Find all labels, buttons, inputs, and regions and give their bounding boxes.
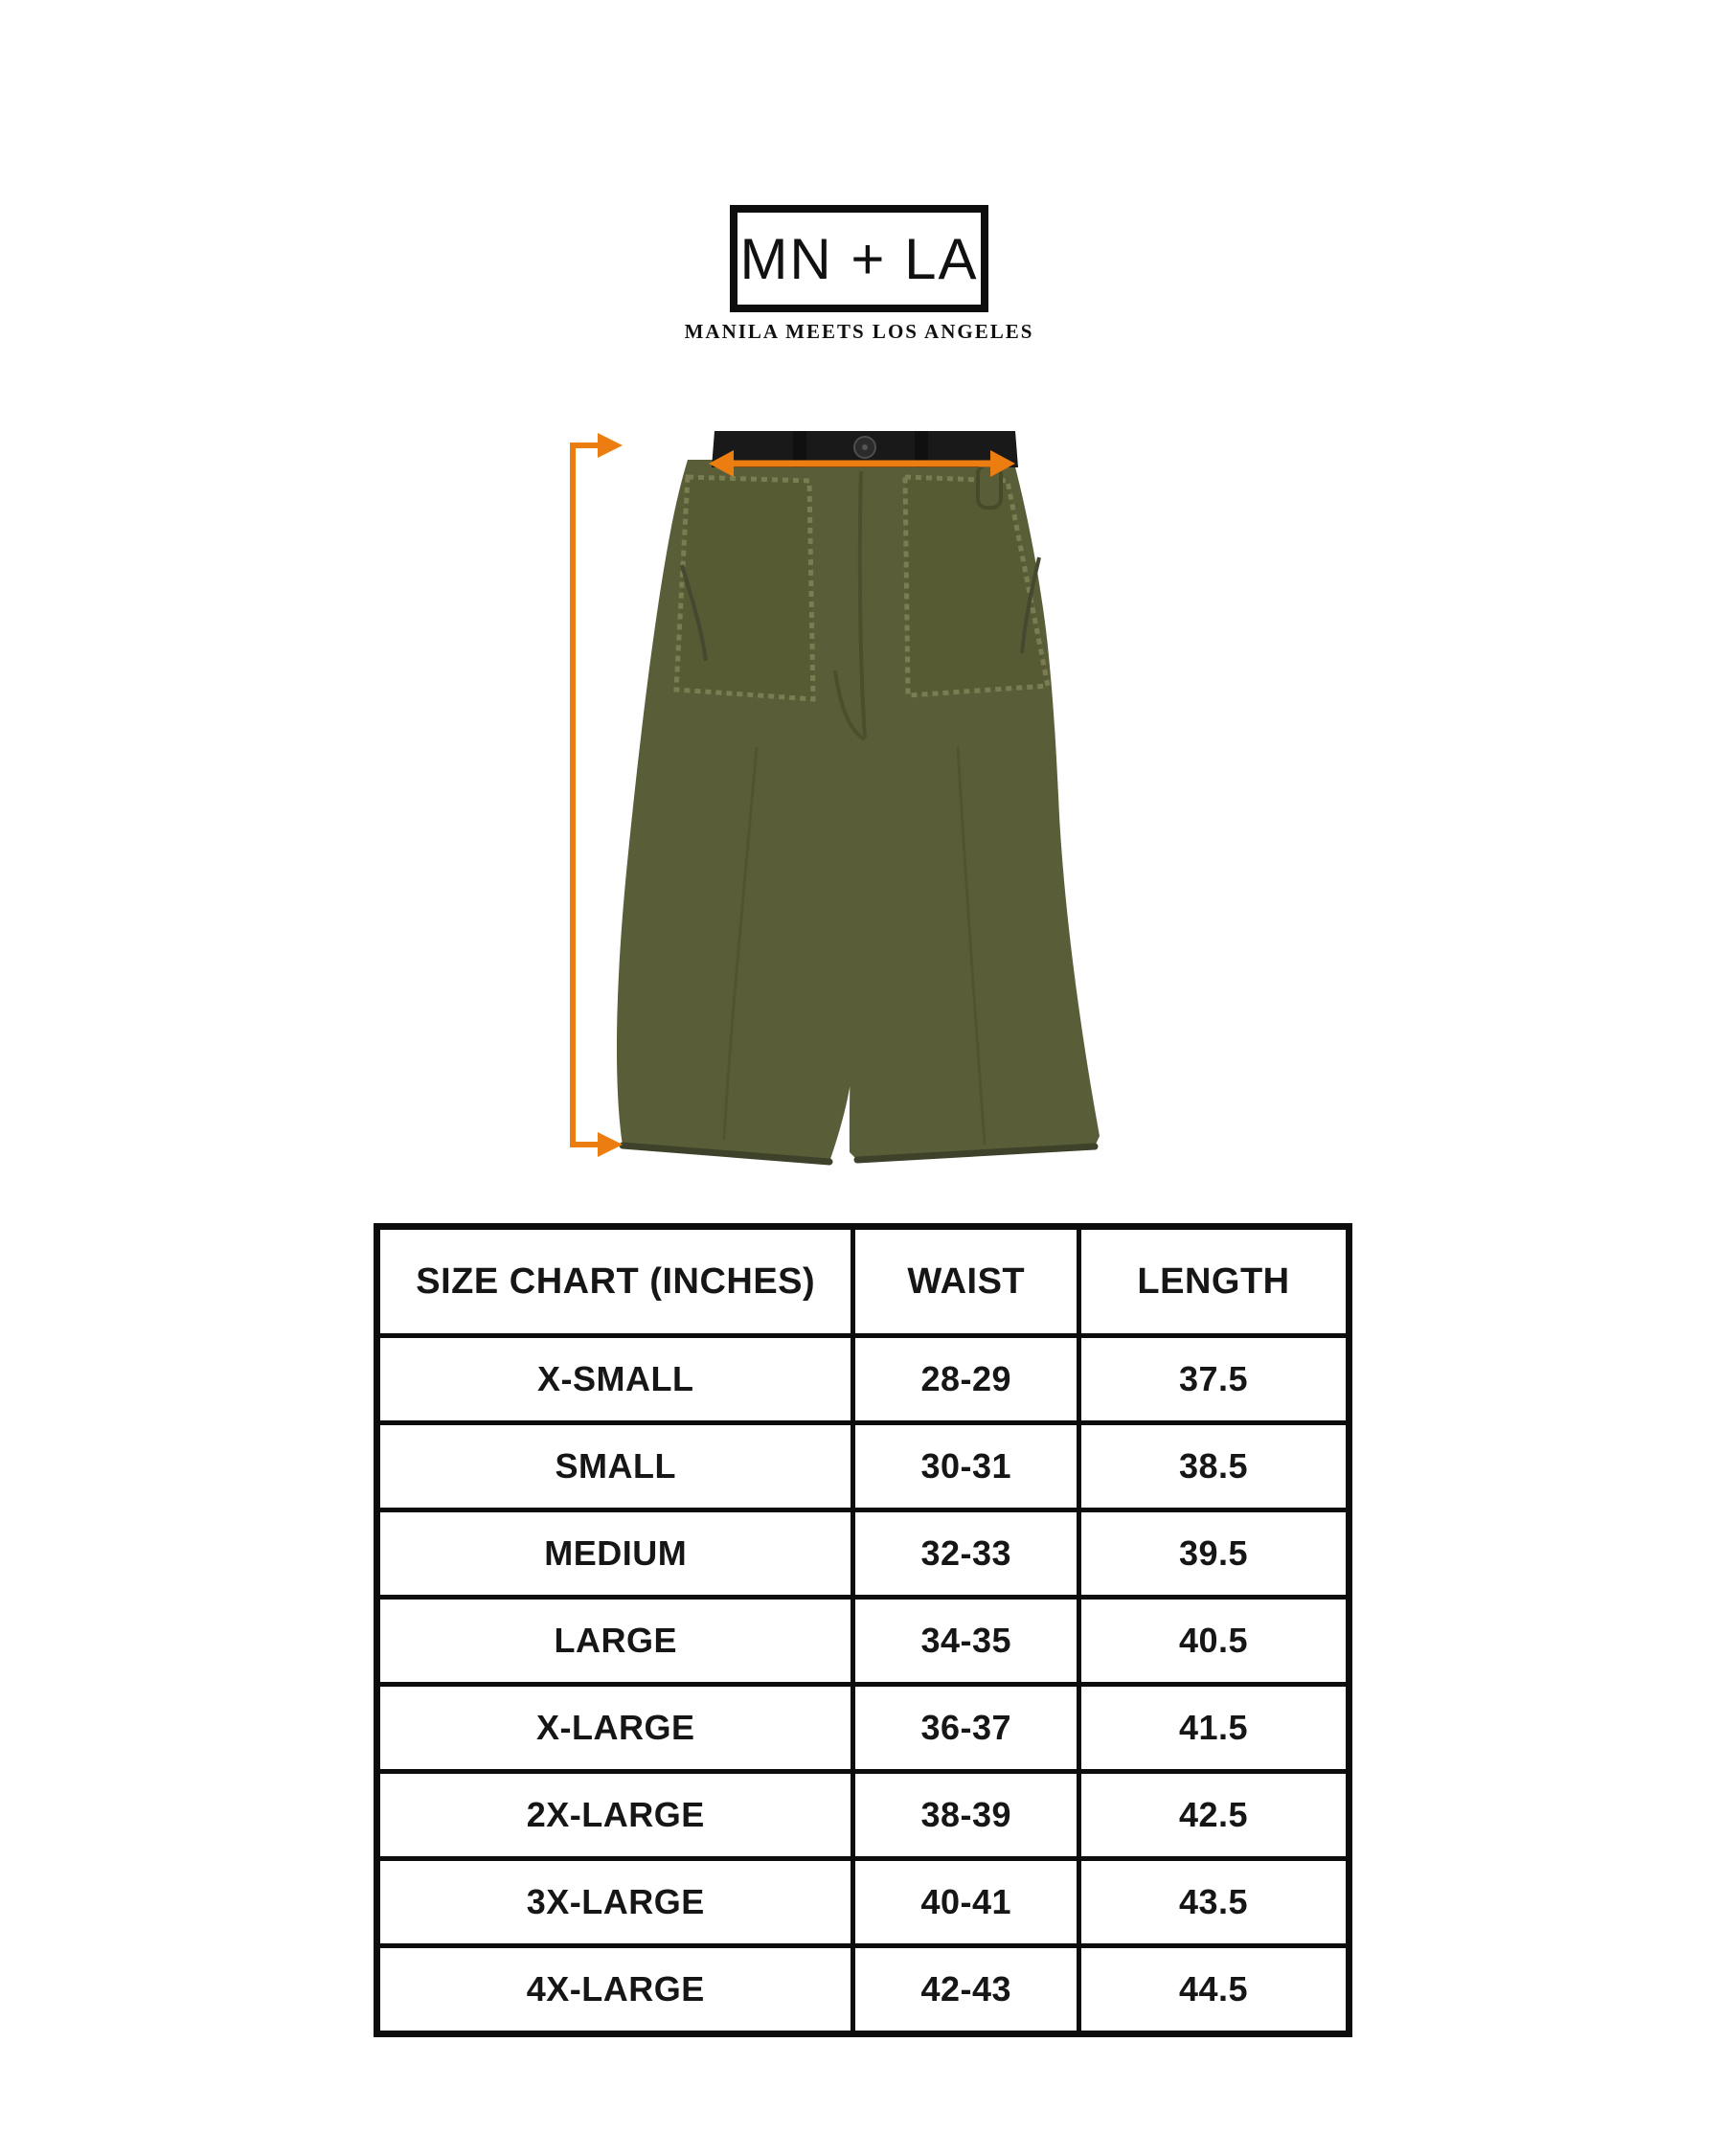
size-cell: X-SMALL bbox=[374, 1333, 856, 1425]
waist-cell: 32-33 bbox=[851, 1508, 1082, 1600]
waist-cell: 42-43 bbox=[851, 1943, 1082, 2036]
table-header-row: SIZE CHART (INCHES) WAIST LENGTH bbox=[374, 1224, 1351, 1338]
length-cell: 44.5 bbox=[1077, 1943, 1351, 2036]
size-cell: LARGE bbox=[374, 1595, 856, 1687]
right-side-pocket-seam bbox=[1020, 556, 1041, 654]
table-row: 3X-LARGE 40-41 43.5 bbox=[374, 1856, 1351, 1948]
brand-logo-box: MN + LA bbox=[730, 205, 988, 312]
header-waist: WAIST bbox=[851, 1224, 1082, 1338]
left-side-pocket-seam bbox=[680, 564, 708, 662]
size-cell: SMALL bbox=[374, 1420, 856, 1512]
size-cell: 4X-LARGE bbox=[374, 1943, 856, 2036]
table-row: MEDIUM 32-33 39.5 bbox=[374, 1508, 1351, 1600]
table-row: 4X-LARGE 42-43 44.5 bbox=[374, 1943, 1351, 2036]
length-cell: 42.5 bbox=[1077, 1769, 1351, 1861]
length-cell: 40.5 bbox=[1077, 1595, 1351, 1687]
pants-shading bbox=[619, 1142, 1099, 1166]
belt-loop-center bbox=[915, 431, 928, 467]
brand-logo-text: MN + LA bbox=[739, 226, 979, 291]
size-chart-table: SIZE CHART (INCHES) WAIST LENGTH X-SMALL… bbox=[374, 1223, 1352, 2037]
size-cell: 3X-LARGE bbox=[374, 1856, 856, 1948]
waist-cell: 38-39 bbox=[851, 1769, 1082, 1861]
size-cell: X-LARGE bbox=[374, 1682, 856, 1774]
header-size-chart: SIZE CHART (INCHES) bbox=[374, 1224, 856, 1338]
table-row: LARGE 34-35 40.5 bbox=[374, 1595, 1351, 1687]
length-cell: 41.5 bbox=[1077, 1682, 1351, 1774]
table-row: X-SMALL 28-29 37.5 bbox=[374, 1333, 1351, 1425]
belt-loop-left bbox=[793, 431, 806, 467]
length-cell: 39.5 bbox=[1077, 1508, 1351, 1600]
waist-cell: 28-29 bbox=[851, 1333, 1082, 1425]
table-row: 2X-LARGE 38-39 42.5 bbox=[374, 1769, 1351, 1861]
waist-button-center bbox=[862, 444, 868, 450]
size-cell: 2X-LARGE bbox=[374, 1769, 856, 1861]
waist-cell: 34-35 bbox=[851, 1595, 1082, 1687]
left-patch-pocket bbox=[673, 474, 816, 702]
waist-cell: 36-37 bbox=[851, 1682, 1082, 1774]
leg-seams bbox=[722, 746, 987, 1146]
waist-cell: 30-31 bbox=[851, 1420, 1082, 1512]
pants-image bbox=[570, 431, 1100, 1166]
table-row: X-LARGE 36-37 41.5 bbox=[374, 1682, 1351, 1774]
right-patch-pocket bbox=[902, 474, 1051, 698]
length-measure-arrow bbox=[570, 433, 623, 1157]
table-row: SMALL 30-31 38.5 bbox=[374, 1420, 1351, 1512]
length-cell: 43.5 bbox=[1077, 1856, 1351, 1948]
size-cell: MEDIUM bbox=[374, 1508, 856, 1600]
size-table-body: X-SMALL 28-29 37.5 SMALL 30-31 38.5 MEDIUM 32-3… bbox=[374, 1333, 1351, 2036]
brand-tagline: MANILA MEETS LOS ANGELES bbox=[684, 320, 1034, 343]
product-figure bbox=[517, 412, 1149, 1188]
header-length: LENGTH bbox=[1077, 1224, 1351, 1338]
waist-cell: 40-41 bbox=[851, 1856, 1082, 1948]
fly-seam bbox=[833, 470, 867, 741]
length-cell: 37.5 bbox=[1077, 1333, 1351, 1425]
length-cell: 38.5 bbox=[1077, 1420, 1351, 1512]
waist-measure-arrow bbox=[709, 450, 1015, 477]
